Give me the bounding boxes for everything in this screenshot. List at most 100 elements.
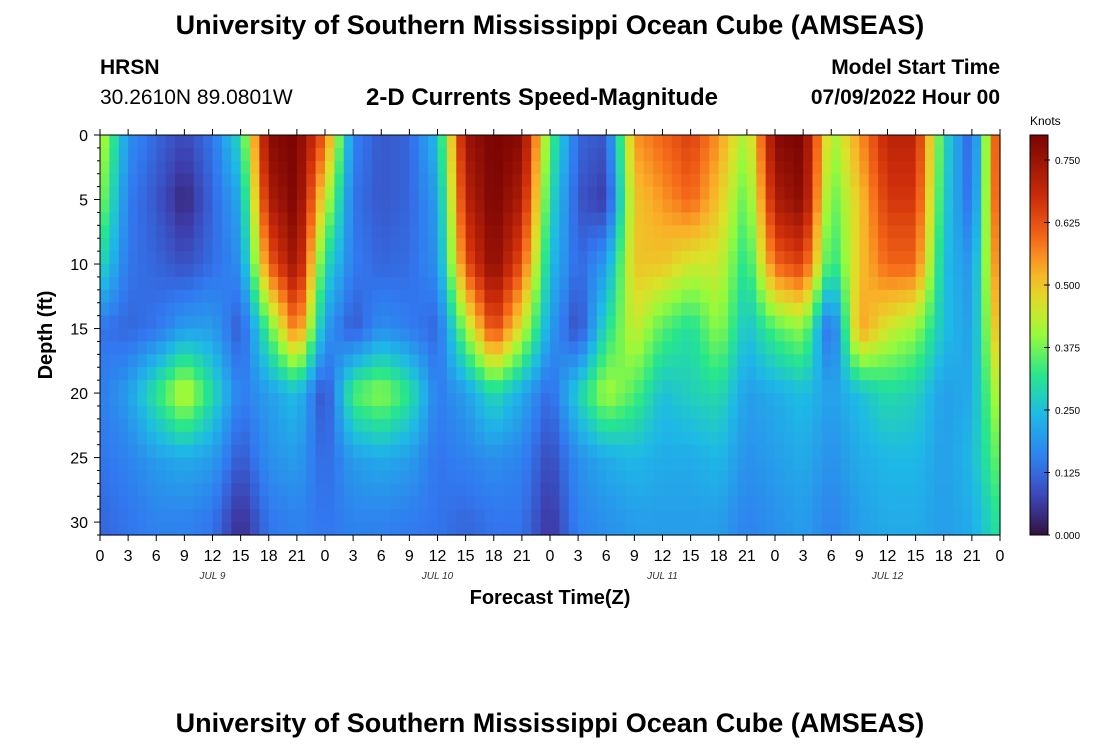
heatmap-cell [362, 483, 373, 497]
heatmap-cell [343, 405, 354, 420]
heatmap-cell [728, 147, 739, 162]
heatmap-cell [165, 173, 176, 188]
heatmap-cell [315, 509, 326, 523]
heatmap-cell [990, 302, 1001, 317]
heatmap-cell [709, 367, 720, 381]
heatmap-cell [765, 289, 776, 304]
heatmap-cell [606, 147, 617, 162]
heatmap-cell [343, 457, 354, 472]
heatmap-cell [784, 367, 795, 381]
heatmap-cell [671, 444, 682, 459]
heatmap-cell [840, 186, 851, 201]
heatmap-cell [287, 418, 298, 433]
heatmap-cell [193, 354, 204, 368]
heatmap-cell [325, 302, 335, 317]
heatmap-cell [615, 238, 626, 252]
heatmap-cell [118, 238, 129, 252]
heatmap-cell [503, 418, 514, 433]
heatmap-cell [325, 225, 335, 239]
heatmap-cell [821, 393, 832, 407]
heatmap-cell [268, 444, 279, 459]
heatmap-cell [868, 315, 879, 330]
heatmap-cell [484, 522, 495, 536]
heatmap-cell [596, 186, 607, 201]
heatmap-cell [259, 160, 270, 175]
heatmap-cell [381, 380, 392, 394]
heatmap-cell [803, 302, 814, 317]
heatmap-cell [662, 264, 673, 278]
heatmap-cell [709, 431, 720, 446]
heatmap-cell [803, 444, 814, 459]
heatmap-cell [606, 135, 617, 149]
heatmap-cell [512, 522, 523, 536]
heatmap-cell [137, 199, 148, 214]
heatmap-cell [540, 199, 551, 214]
heatmap-cell [953, 483, 964, 497]
heatmap-cell [709, 225, 720, 239]
heatmap-cell [250, 367, 260, 381]
heatmap-cell [953, 212, 964, 226]
heatmap-cell [475, 431, 485, 446]
heatmap-cell [859, 328, 870, 343]
heatmap-cell [596, 160, 607, 175]
heatmap-cell [559, 457, 570, 472]
heatmap-cell [821, 147, 832, 162]
heatmap-cell [868, 276, 879, 291]
heatmap-cell [878, 186, 889, 201]
heatmap-cell [943, 328, 954, 343]
heatmap-cell [250, 315, 260, 330]
heatmap-cell [203, 367, 214, 381]
heatmap-cell [456, 354, 467, 368]
heatmap-cell [681, 444, 692, 459]
heatmap-cell [306, 431, 317, 446]
heatmap-cell [484, 380, 495, 394]
heatmap-cell [587, 522, 598, 536]
heatmap-cell [446, 380, 457, 394]
heatmap-cell [400, 186, 410, 201]
heatmap-cell [850, 328, 860, 343]
heatmap-cell [896, 354, 907, 368]
heatmap-cell [962, 341, 973, 355]
heatmap-cell [615, 276, 626, 291]
heatmap-cell [278, 251, 289, 265]
heatmap-cell [193, 160, 204, 175]
heatmap-cell [887, 522, 898, 536]
heatmap-cell [925, 276, 935, 291]
heatmap-cell [793, 199, 804, 214]
heatmap-cell [906, 315, 917, 330]
heatmap-cell [484, 135, 495, 149]
heatmap-cell [100, 173, 110, 188]
heatmap-cell [409, 367, 420, 381]
heatmap-cell [484, 264, 495, 278]
heatmap-cell [793, 509, 804, 523]
heatmap-cell [896, 225, 907, 239]
heatmap-cell [596, 354, 607, 368]
heatmap-cell [671, 147, 682, 162]
heatmap-cell [756, 367, 767, 381]
heatmap-cell [840, 341, 851, 355]
colorbar-unit: Knots [1030, 114, 1061, 128]
heatmap-cell [418, 483, 429, 497]
heatmap-cell [475, 444, 485, 459]
heatmap-cell [353, 354, 364, 368]
heatmap-cell [418, 135, 429, 149]
heatmap-cell [334, 444, 345, 459]
heatmap-cell [906, 418, 917, 433]
heatmap-cell [296, 522, 307, 536]
heatmap-cell [156, 470, 167, 484]
heatmap-cell [962, 483, 973, 497]
heatmap-cell [371, 264, 382, 278]
heatmap-cell [465, 405, 476, 420]
heatmap-cell [521, 225, 532, 239]
heatmap-cell [559, 264, 570, 278]
heatmap-cell [456, 251, 467, 265]
heatmap-cell [221, 147, 232, 162]
heatmap-cell [793, 251, 804, 265]
heatmap-cell [418, 522, 429, 536]
heatmap-cell [690, 173, 701, 188]
heatmap-cell [840, 315, 851, 330]
heatmap-cell [428, 160, 439, 175]
heatmap-cell [596, 225, 607, 239]
heatmap-cell [465, 380, 476, 394]
heatmap-cell [118, 405, 129, 420]
